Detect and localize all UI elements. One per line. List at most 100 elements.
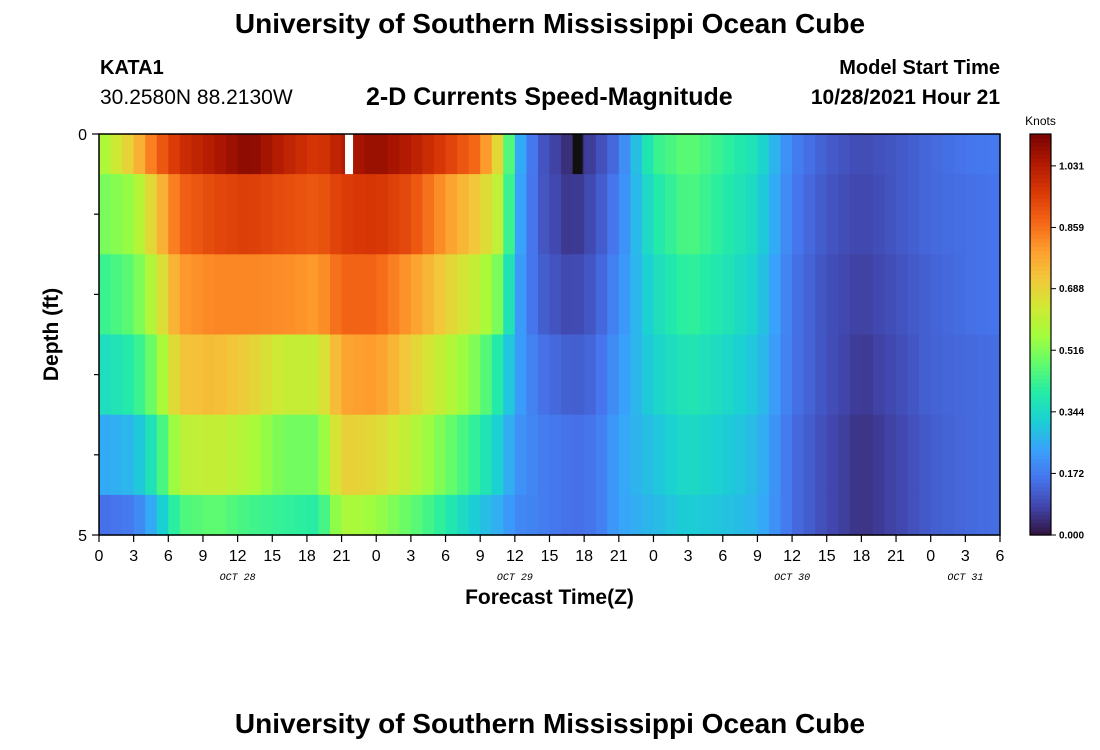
colorbar-segment <box>1030 498 1051 504</box>
heatmap-cell <box>179 334 193 416</box>
heatmap-cell <box>722 254 735 336</box>
heatmap-cell <box>803 174 816 255</box>
day-label: OCT 30 <box>774 573 810 584</box>
colorbar-segment <box>1030 454 1051 460</box>
heatmap-cell <box>272 134 285 175</box>
day-label: OCT 28 <box>220 573 256 584</box>
heatmap-cell <box>110 414 123 496</box>
heatmap-cell <box>653 134 666 175</box>
heatmap-cell <box>792 254 805 336</box>
heatmap-cell <box>283 174 296 255</box>
colorbar-segment <box>1030 310 1051 316</box>
heatmap-cell <box>433 254 447 336</box>
heatmap-cell <box>884 494 897 536</box>
heatmap-cell <box>815 134 828 175</box>
heatmap-cell <box>572 494 585 536</box>
heatmap-cell <box>480 494 493 536</box>
heatmap-cell <box>445 414 458 496</box>
heatmap-cell <box>445 334 458 416</box>
colorbar-segment <box>1030 242 1051 247</box>
heatmap-cell <box>584 334 597 416</box>
colorbar-segment <box>1030 150 1051 155</box>
heatmap-cell <box>491 494 504 536</box>
heatmap-cell <box>145 254 158 336</box>
colorbar-segment <box>1030 250 1051 255</box>
heatmap-cell <box>803 334 816 416</box>
heatmap-cell <box>399 134 412 175</box>
heatmap-cell <box>260 334 273 416</box>
heatmap-cell <box>156 174 169 255</box>
heatmap-cell <box>976 134 990 175</box>
heatmap-cell <box>792 414 805 496</box>
heatmap-cell <box>942 494 955 536</box>
heatmap-cell <box>306 494 320 536</box>
x-tick-label: 6 <box>441 548 450 565</box>
heatmap-cell <box>468 494 481 536</box>
heatmap-cell <box>364 254 377 336</box>
heatmap-cell <box>745 134 759 175</box>
heatmap-cell <box>318 414 331 496</box>
heatmap-cell <box>838 414 851 496</box>
heatmap-cell <box>930 334 943 416</box>
heatmap-cell <box>214 134 227 175</box>
heatmap-cell <box>872 414 886 496</box>
heatmap-cell <box>849 494 862 536</box>
heatmap-cell <box>965 134 978 175</box>
x-tick-label: 6 <box>164 548 173 565</box>
heatmap-cell <box>872 254 886 336</box>
heatmap-cell <box>179 174 193 255</box>
heatmap-cell <box>780 174 793 255</box>
heatmap-cell <box>641 134 655 175</box>
heatmap-cell <box>976 414 990 496</box>
colorbar-segment <box>1030 506 1051 512</box>
heatmap-cell <box>145 334 158 416</box>
heatmap-cell <box>561 254 574 336</box>
heatmap-cell <box>503 254 516 336</box>
heatmap-cell <box>849 174 862 255</box>
heatmap-cell <box>457 414 470 496</box>
heatmap-cell <box>607 134 620 175</box>
heatmap-cell <box>353 414 366 496</box>
colorbar-segment <box>1030 346 1051 352</box>
heatmap-cell <box>965 174 978 255</box>
heatmap-cell <box>884 254 897 336</box>
heatmap-cell <box>468 414 481 496</box>
heatmap-cell <box>872 334 886 416</box>
heatmap-cell <box>399 334 412 416</box>
colorbar-segment <box>1030 214 1051 219</box>
heatmap-cell <box>768 494 782 536</box>
heatmap-cell <box>711 414 724 496</box>
heatmap-cell <box>584 174 597 255</box>
heatmap-cell <box>295 174 308 255</box>
x-tick-label: 3 <box>684 548 693 565</box>
heatmap-cell <box>768 134 782 175</box>
heatmap-cell <box>676 494 689 536</box>
heatmap-cell <box>156 414 169 496</box>
heatmap-cell <box>676 414 689 496</box>
heatmap-cell <box>618 254 631 336</box>
colorbar-segment <box>1030 458 1051 464</box>
heatmap-cell <box>503 334 516 416</box>
heatmap-cell <box>815 254 828 336</box>
colorbar-segment <box>1030 398 1051 404</box>
x-tick-label: 18 <box>298 548 316 565</box>
heatmap-cell <box>468 334 481 416</box>
heatmap-cell <box>306 174 320 255</box>
heatmap-cell <box>445 134 458 175</box>
colorbar-segment <box>1030 382 1051 388</box>
heatmap-cell <box>457 334 470 416</box>
heatmap-cell <box>607 254 620 336</box>
x-tick-label: 6 <box>996 548 1005 565</box>
heatmap-cell <box>387 134 400 175</box>
colorbar-segment <box>1030 174 1051 179</box>
heatmap-cell <box>884 414 897 496</box>
heatmap-cell <box>457 254 470 336</box>
heatmap-cell <box>410 334 424 416</box>
colorbar-segment <box>1030 394 1051 400</box>
heatmap-cell <box>260 254 273 336</box>
heatmap-cell <box>768 174 782 255</box>
heatmap-cell <box>526 134 539 175</box>
colorbar-segment <box>1030 274 1051 279</box>
heatmap-cell <box>376 414 389 496</box>
heatmap-cell <box>249 334 262 416</box>
